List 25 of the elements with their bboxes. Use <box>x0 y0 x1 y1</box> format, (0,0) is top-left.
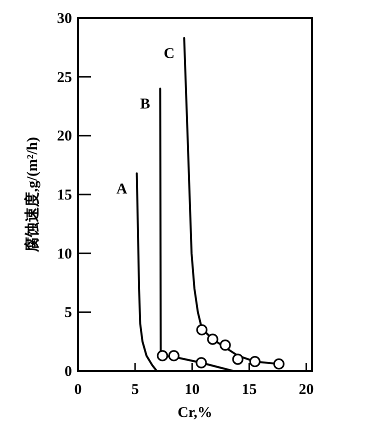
point <box>232 354 244 365</box>
y-tick-label: 20 <box>57 128 72 145</box>
y-tick-label: 0 <box>64 364 72 380</box>
y-tick-label: 30 <box>57 11 72 27</box>
point <box>196 357 207 368</box>
series-label: C <box>164 46 175 62</box>
y-tick-label: 25 <box>57 70 72 86</box>
series-label: A <box>116 181 128 198</box>
point <box>168 350 180 362</box>
series-label: B <box>140 96 150 113</box>
point <box>207 334 218 345</box>
point <box>156 350 168 362</box>
point <box>273 358 284 370</box>
x-tick-label: 20 <box>298 382 314 398</box>
x-tick-label: 5 <box>131 382 139 398</box>
y-tick-label: 15 <box>57 188 72 204</box>
y-tick-label: 5 <box>64 305 72 322</box>
x-axis-title: Cr,% <box>178 405 212 421</box>
y-tick-label: 10 <box>57 246 72 262</box>
point <box>249 356 261 368</box>
point <box>220 340 231 351</box>
x-tick-label: 10 <box>184 382 200 398</box>
y-axis-title: 腐蚀速度,g/(m²/h) <box>23 137 41 253</box>
point <box>196 324 208 336</box>
x-tick-label: 15 <box>242 382 257 398</box>
